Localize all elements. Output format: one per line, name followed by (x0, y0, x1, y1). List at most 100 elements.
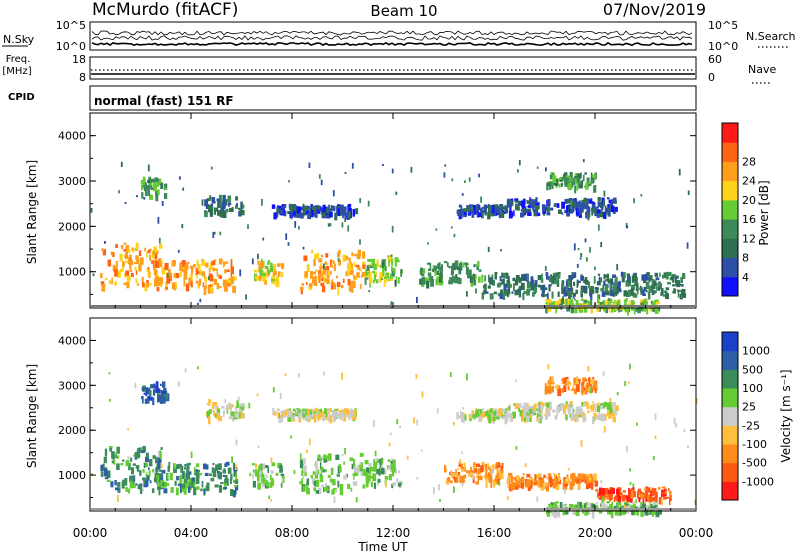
echo-cell (675, 280, 679, 286)
echo-cell (92, 273, 95, 277)
echo-cell (540, 401, 542, 409)
echo-cell (561, 280, 565, 286)
echo-cell (193, 487, 197, 496)
echo-cell (655, 509, 660, 518)
velocity-colorbar-tick-label: 25 (742, 401, 756, 414)
echo-cell (583, 306, 588, 313)
echo-cell (204, 277, 207, 283)
echo-cell (580, 252, 583, 257)
echo-cell (680, 290, 685, 296)
echo-cell (583, 503, 586, 510)
echo-cell (456, 266, 461, 271)
echo-cell (189, 478, 192, 485)
echo-cell (496, 212, 499, 216)
echo-cell (111, 460, 114, 464)
echo-cell (438, 276, 442, 283)
echo-cell (233, 469, 237, 477)
freq-tick-high: 18 (72, 53, 86, 66)
echo-cell (486, 474, 489, 481)
echo-cell (523, 198, 525, 203)
echo-cell (476, 472, 479, 479)
echo-cell (558, 408, 562, 412)
echo-cell (224, 475, 228, 480)
echo-cell (286, 408, 290, 414)
echo-cell (517, 403, 522, 408)
echo-cell (588, 473, 592, 481)
echo-cell (472, 464, 477, 471)
echo-cell (492, 410, 497, 416)
echo-cell (277, 412, 280, 418)
date-title: 07/Nov/2019 (603, 0, 706, 19)
echo-cell (609, 407, 613, 414)
echo-cell (157, 278, 161, 286)
echo-cell (153, 267, 156, 275)
echo-cell (160, 389, 163, 398)
echo-cell (176, 476, 179, 481)
echo-cell (470, 269, 472, 278)
echo-cell (372, 468, 376, 472)
echo-cell (427, 262, 431, 265)
echo-cell (389, 278, 394, 281)
echo-cell (325, 265, 330, 271)
echo-cell (635, 283, 639, 291)
echo-cell (570, 412, 575, 420)
echo-cell (470, 466, 473, 474)
echo-cell (665, 292, 668, 299)
echo-cell (564, 483, 568, 487)
echo-cell (303, 411, 306, 414)
echo-cell (212, 232, 215, 238)
echo-cell (607, 279, 610, 284)
echo-cell (582, 377, 586, 382)
echo-cell (558, 298, 563, 301)
echo-cell (211, 260, 216, 266)
echo-cell (589, 405, 593, 409)
echo-cell (115, 260, 118, 267)
echo-cell (590, 298, 593, 307)
echo-cell (302, 212, 304, 215)
echo-cell (179, 477, 182, 484)
echo-cell (597, 287, 600, 290)
echo-cell (438, 262, 441, 267)
echo-cell (376, 259, 379, 267)
echo-cell (350, 280, 354, 287)
echo-cell (380, 467, 385, 475)
echo-cell (558, 474, 560, 482)
echo-cell (450, 470, 453, 475)
echo-cell (233, 484, 238, 487)
echo-cell (179, 485, 182, 494)
echo-cell (544, 402, 547, 406)
echo-cell (216, 283, 220, 290)
echo-cell (645, 486, 649, 493)
echo-cell (676, 281, 681, 288)
echo-cell (578, 483, 581, 489)
echo-cell (561, 288, 565, 294)
echo-cell (349, 270, 354, 275)
echo-cell (319, 408, 323, 413)
echo-cell (448, 266, 451, 269)
echo-cell (566, 477, 569, 480)
echo-cell (587, 410, 590, 414)
echo-cell (565, 298, 568, 306)
echo-cell (492, 415, 496, 421)
echo-cell (523, 415, 527, 421)
echo-cell (333, 206, 336, 212)
echo-cell (564, 172, 568, 179)
echo-cell (592, 204, 596, 212)
echo-cell (474, 411, 478, 418)
echo-cell (458, 415, 463, 419)
echo-cell (160, 284, 163, 287)
echo-cell (570, 300, 574, 308)
echo-cell (555, 475, 558, 480)
echo-cell (556, 509, 560, 517)
echo-cell (146, 479, 149, 487)
echo-cell (578, 406, 581, 410)
echo-cell (343, 206, 347, 210)
echo-cell (477, 261, 480, 267)
echo-cell (159, 258, 162, 265)
echo-cell (309, 271, 313, 279)
echo-cell (541, 414, 544, 420)
velocity-colorbar-segment (722, 406, 738, 426)
echo-cell (555, 272, 559, 275)
echo-cell (245, 294, 247, 300)
